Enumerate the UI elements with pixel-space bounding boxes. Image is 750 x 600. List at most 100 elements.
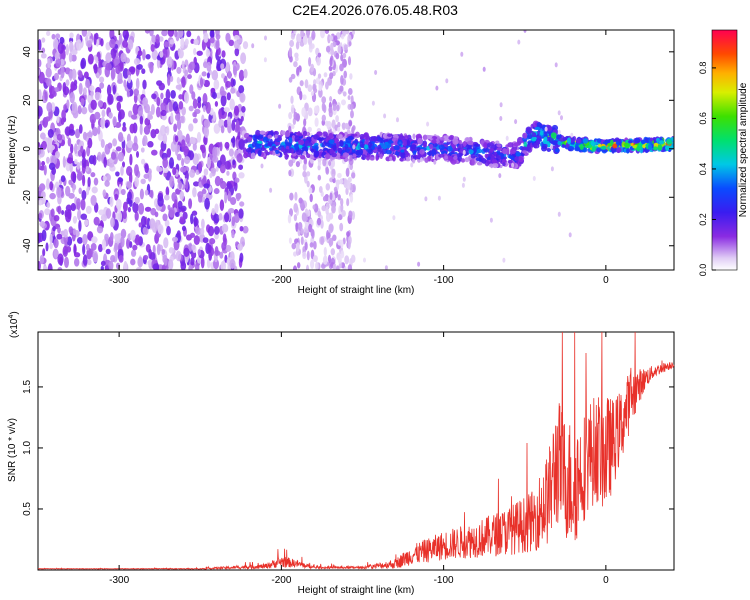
heatmap-cell	[550, 144, 553, 150]
heatmap-cell	[209, 30, 215, 38]
heatmap-cell	[140, 215, 147, 228]
heatmap-cell	[576, 138, 582, 144]
heatmap-cell	[192, 111, 197, 118]
heatmap-cell	[293, 30, 297, 35]
heatmap-cell	[554, 62, 558, 68]
heatmap-cell	[489, 148, 495, 152]
heatmap-cell	[44, 208, 51, 216]
heatmap-cell	[481, 157, 487, 164]
heatmap-cell	[73, 79, 78, 86]
heatmap-cell	[114, 250, 118, 261]
heatmap-cell	[206, 72, 210, 79]
heatmap-cell	[365, 155, 371, 161]
heatmap-cell	[242, 41, 249, 50]
heatmap-cell	[298, 197, 303, 204]
heatmap-cell	[255, 143, 262, 149]
heatmap-cell	[173, 123, 178, 133]
heatmap-cell	[348, 120, 353, 127]
heatmap-cell	[212, 146, 218, 159]
heatmap-cell	[156, 96, 161, 107]
heatmap-cell	[352, 144, 356, 150]
heatmap-cell	[335, 115, 339, 123]
heatmap-cell	[93, 216, 100, 226]
heatmap-cell	[259, 130, 266, 135]
heatmap-cell	[130, 258, 136, 266]
heatmap-cell	[213, 123, 221, 134]
heatmap-cell	[202, 105, 206, 113]
heatmap-y-axis: 40 20 0 -20 -40	[22, 46, 674, 253]
heatmap-cell	[184, 38, 189, 46]
heatmap-cell	[144, 206, 152, 212]
heatmap-cell	[105, 248, 111, 255]
heatmap-cell	[242, 225, 249, 234]
heatmap-cell	[260, 163, 264, 169]
heatmap-cell	[167, 30, 175, 38]
heatmap-cell	[228, 39, 235, 47]
heatmap-cell	[237, 243, 243, 251]
heatmap-cell	[321, 114, 326, 122]
heatmap-cell	[274, 138, 279, 142]
heatmap-cell	[335, 52, 340, 60]
heatmap-cell	[46, 102, 53, 113]
heatmap-cell	[337, 194, 341, 201]
heatmap-cell	[496, 147, 503, 151]
heatmap-cell	[349, 154, 353, 162]
heatmap-cell	[239, 201, 245, 207]
heatmap-cell	[110, 48, 117, 59]
heatmap-cell	[201, 218, 205, 230]
heatmap-cell	[183, 91, 190, 104]
heatmap-cell	[106, 84, 112, 97]
heatmap-cell	[290, 104, 295, 115]
heatmap-cell	[108, 112, 113, 119]
heatmap-cell	[86, 131, 93, 138]
y-tick-label: 1.5	[22, 380, 33, 394]
heatmap-cell	[42, 196, 46, 205]
heatmap-cell	[340, 239, 344, 249]
heatmap-cell	[125, 237, 131, 249]
heatmap-cell	[49, 192, 56, 200]
heatmap-cell	[127, 74, 132, 84]
heatmap-cell	[312, 204, 316, 210]
heatmap-cell	[82, 233, 88, 246]
heatmap-cell	[349, 194, 354, 203]
heatmap-cell	[212, 91, 217, 100]
heatmap-cell	[299, 90, 303, 101]
heatmap-cell	[209, 238, 216, 245]
heatmap-cell	[417, 137, 423, 145]
heatmap-cell	[416, 146, 421, 152]
heatmap-cell	[41, 37, 46, 43]
heatmap-cell	[110, 232, 114, 242]
heatmap-cell	[322, 195, 327, 202]
heatmap-cell	[429, 143, 434, 150]
heatmap-cell	[238, 208, 244, 219]
heatmap-cell	[85, 243, 90, 251]
heatmap-cell	[514, 156, 519, 162]
heatmap-cell	[339, 178, 344, 185]
heatmap-cell	[544, 126, 548, 132]
heatmap-cell	[163, 237, 169, 249]
heatmap-cell	[532, 176, 536, 181]
heatmap-cell	[192, 142, 197, 151]
heatmap-cell	[68, 129, 76, 136]
heatmap-cell	[151, 49, 158, 61]
heatmap-cell	[200, 227, 205, 236]
heatmap-cell	[158, 82, 166, 91]
heatmap-cell	[305, 264, 310, 270]
heatmap-cell	[634, 137, 641, 143]
heatmap-cell	[475, 157, 483, 162]
heatmap-cell	[117, 131, 124, 143]
heatmap-cell	[417, 261, 421, 267]
heatmap-cell	[496, 143, 502, 148]
heatmap-cell	[568, 146, 574, 150]
heatmap-cell	[291, 124, 295, 130]
heatmap-cell	[410, 144, 417, 150]
heatmap-cell	[307, 36, 313, 46]
heatmap-cell	[227, 70, 232, 79]
heatmap-cell	[51, 33, 56, 40]
heatmap-cell	[49, 233, 53, 244]
heatmap-cell	[232, 78, 236, 87]
heatmap-cell	[345, 167, 350, 178]
heatmap-cell	[144, 30, 151, 34]
heatmap-cell	[107, 93, 114, 105]
heatmap-cell	[123, 79, 127, 88]
